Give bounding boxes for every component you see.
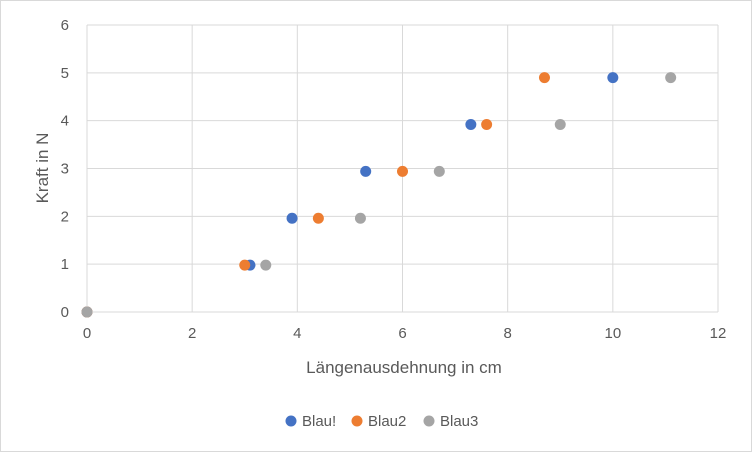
x-axis-title: Längenausdehnung in cm [306,358,502,377]
data-point-blau [607,72,619,84]
y-tick-label: 0 [61,304,69,321]
y-tick-label: 4 [61,113,69,130]
legend-marker [351,415,363,427]
x-tick-label: 4 [293,325,301,342]
x-tick-label: 2 [188,325,196,342]
y-tick-label: 1 [61,256,69,273]
data-point-blau2 [538,72,550,84]
data-point-blau3 [433,165,445,177]
x-tick-label: 0 [83,325,91,342]
data-point-blau2 [312,212,324,224]
legend: Blau! Blau2 Blau3 [285,413,478,430]
y-tick-label: 3 [61,161,69,178]
y-tick-label: 5 [61,65,69,82]
y-tick-label: 2 [61,208,69,225]
grid-lines [86,24,719,313]
data-point-blau2 [397,165,408,177]
y-axis-title: Kraft in N [33,133,52,204]
legend-label: Blau! [302,413,336,430]
data-point-blau [360,165,372,177]
data-point-blau [465,118,477,130]
legend-marker [285,415,297,427]
x-tick-label: 6 [398,325,406,342]
legend-label: Blau2 [368,413,406,430]
data-point-blau3 [554,118,566,130]
x-tick-label: 10 [604,325,621,342]
data-point-blau2 [481,118,493,130]
data-point-blau3 [81,306,93,318]
data-point-blau3 [354,212,366,224]
data-point-blau [286,212,298,224]
x-tick-label: 8 [503,325,511,342]
legend-marker [423,415,435,427]
legend-label: Blau3 [440,413,478,430]
data-point-blau2 [239,259,251,271]
x-tick-label: 12 [710,325,727,342]
y-tick-label: 6 [61,17,69,34]
data-point-blau3 [260,259,272,271]
data-points [81,72,677,318]
data-point-blau3 [665,72,677,84]
